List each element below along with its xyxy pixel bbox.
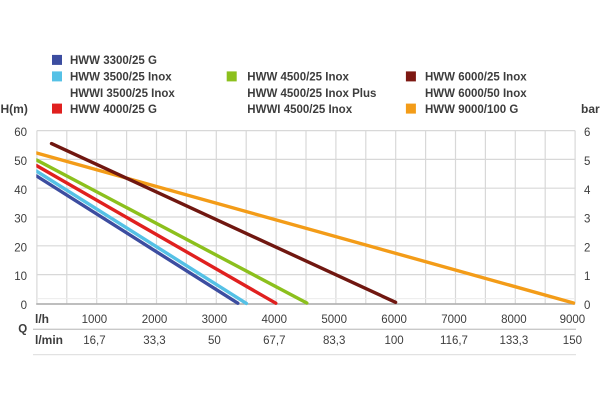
svg-text:20: 20 (14, 242, 27, 254)
svg-text:9000: 9000 (560, 314, 586, 326)
svg-text:HWW 9000/100 G: HWW 9000/100 G (425, 104, 518, 116)
svg-text:HWWI 3500/25 Inox: HWWI 3500/25 Inox (70, 88, 175, 100)
svg-text:HWWI 4500/25 Inox: HWWI 4500/25 Inox (247, 104, 352, 116)
svg-text:2000: 2000 (142, 314, 168, 326)
svg-text:133,3: 133,3 (500, 335, 529, 347)
svg-text:116,7: 116,7 (440, 335, 468, 347)
svg-text:40: 40 (14, 185, 27, 197)
svg-text:HWW 3500/25 Inox: HWW 3500/25 Inox (70, 72, 172, 84)
svg-text:6000: 6000 (381, 314, 407, 326)
svg-text:10: 10 (14, 271, 27, 283)
svg-text:83,3: 83,3 (323, 335, 345, 347)
svg-text:67,7: 67,7 (263, 335, 285, 347)
svg-text:HWW 6000/50 Inox: HWW 6000/50 Inox (425, 88, 527, 100)
svg-text:50: 50 (14, 156, 27, 168)
svg-text:HWW 4500/25 Inox Plus: HWW 4500/25 Inox Plus (247, 88, 376, 100)
svg-text:0: 0 (21, 300, 27, 312)
svg-text:3000: 3000 (202, 314, 228, 326)
svg-text:100: 100 (385, 335, 404, 347)
svg-text:H(m): H(m) (1, 102, 28, 116)
svg-text:7000: 7000 (441, 314, 467, 326)
svg-text:16,7: 16,7 (83, 335, 105, 347)
svg-text:2: 2 (584, 242, 590, 254)
svg-text:bar: bar (581, 102, 600, 116)
svg-text:Q: Q (18, 324, 27, 336)
svg-text:HWW 4500/25 Inox: HWW 4500/25 Inox (247, 72, 349, 84)
svg-text:8000: 8000 (501, 314, 527, 326)
svg-text:HWW 3300/25 G: HWW 3300/25 G (70, 55, 157, 67)
svg-text:1000: 1000 (82, 314, 108, 326)
svg-text:60: 60 (14, 127, 27, 139)
svg-text:4000: 4000 (262, 314, 288, 326)
svg-text:1: 1 (584, 271, 590, 283)
svg-text:33,3: 33,3 (143, 335, 165, 347)
svg-text:3: 3 (584, 214, 590, 226)
svg-text:5: 5 (584, 156, 590, 168)
svg-text:0: 0 (584, 300, 590, 312)
svg-text:HWW 4000/25 G: HWW 4000/25 G (70, 104, 157, 116)
svg-text:30: 30 (14, 214, 27, 226)
svg-text:l/h: l/h (35, 312, 49, 326)
svg-text:6: 6 (584, 127, 590, 139)
svg-text:4: 4 (584, 185, 591, 197)
svg-text:50: 50 (208, 335, 221, 347)
svg-text:150: 150 (563, 335, 582, 347)
svg-text:5000: 5000 (321, 314, 347, 326)
svg-text:HWW 6000/25 Inox: HWW 6000/25 Inox (425, 72, 527, 84)
svg-text:l/min: l/min (35, 333, 63, 347)
